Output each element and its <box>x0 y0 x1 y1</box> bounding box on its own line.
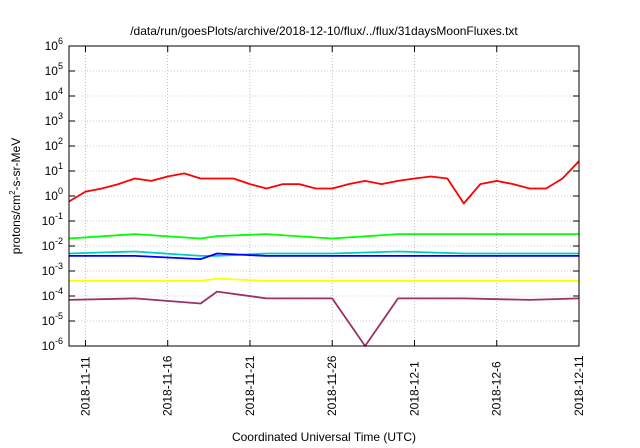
y-tick-exponent: -5 <box>55 311 63 321</box>
series-layer <box>68 160 580 347</box>
y-tick-base: 10 <box>45 89 59 103</box>
x-tick-labels: 2018-11-11 2018-11-16 2018-11-21 2018-11-26… <box>78 355 586 416</box>
y-tick-label: 10-5 <box>42 311 63 328</box>
y-tick-exponent: -4 <box>55 286 63 296</box>
y-tick-label: 10-2 <box>42 236 63 253</box>
y-axis-label-prefix: protons/cm <box>9 195 23 254</box>
x-tick-label: 2018-11-16 <box>161 355 175 416</box>
y-tick-base: 10 <box>45 189 59 203</box>
y-tick-base: 10 <box>45 164 59 178</box>
y-tick-label: 102 <box>45 136 63 153</box>
series-line-5 <box>69 277 579 282</box>
y-tick-label: 103 <box>45 111 63 128</box>
y-tick-base: 10 <box>45 139 59 153</box>
y-tick-exponent: 1 <box>58 161 63 171</box>
y-tick-label: 10-6 <box>42 336 63 353</box>
y-axis-label-suffix: -s-sr-MeV <box>9 138 23 191</box>
series-line-6 <box>68 290 580 347</box>
x-tick-label: 2018-12-6 <box>490 361 504 416</box>
y-tick-exponent: 6 <box>58 36 63 46</box>
series-line-2 <box>68 233 579 240</box>
y-tick-label: 104 <box>45 86 63 103</box>
y-axis-label-sup: 2 <box>8 190 17 195</box>
y-tick-base: 10 <box>45 39 59 53</box>
y-tick-label: 10-4 <box>42 286 63 303</box>
y-tick-exponent: -6 <box>55 336 63 346</box>
y-tick-base: 10 <box>42 314 56 328</box>
x-tick-label: 2018-11-21 <box>243 355 257 416</box>
y-tick-exponent: 0 <box>58 186 63 196</box>
y-tick-exponent: 4 <box>58 86 63 96</box>
y-tick-label: 100 <box>45 186 63 203</box>
y-axis-label: protons/cm2-s-sr-MeV <box>8 138 23 254</box>
y-tick-exponent: -2 <box>55 236 63 246</box>
y-tick-label: 106 <box>45 36 63 53</box>
y-tick-exponent: 3 <box>58 111 63 121</box>
ticks <box>69 45 580 347</box>
y-tick-exponent: 5 <box>58 61 63 71</box>
series-line-3 <box>68 250 579 257</box>
x-tick-label: 2018-12-1 <box>407 361 421 416</box>
y-tick-exponent: -3 <box>55 261 63 271</box>
y-tick-label: 105 <box>45 61 63 78</box>
y-tick-base: 10 <box>42 214 56 228</box>
y-tick-labels: 10-610-510-410-310-210-11001011021031041… <box>42 36 63 353</box>
y-tick-label: 101 <box>45 161 63 178</box>
y-tick-exponent: -1 <box>55 211 63 221</box>
y-tick-base: 10 <box>42 289 56 303</box>
series-line-4 <box>69 252 579 261</box>
x-tick-label: 2018-11-26 <box>325 355 339 416</box>
y-tick-label: 10-1 <box>42 211 63 228</box>
y-tick-label: 10-3 <box>42 261 63 278</box>
x-tick-label: 2018-12-11 <box>572 355 586 416</box>
chart-title: /data/run/goesPlots/archive/2018-12-10/f… <box>130 24 518 38</box>
y-tick-base: 10 <box>45 114 59 128</box>
grid <box>69 46 580 346</box>
x-tick-label: 2018-11-11 <box>78 356 92 416</box>
series-line-1 <box>68 160 580 205</box>
y-tick-base: 10 <box>42 264 56 278</box>
y-tick-exponent: 2 <box>58 136 63 146</box>
y-tick-base: 10 <box>42 239 56 253</box>
y-tick-base: 10 <box>45 64 59 78</box>
x-axis-label: Coordinated Universal Time (UTC) <box>232 430 416 444</box>
y-tick-base: 10 <box>42 339 56 353</box>
